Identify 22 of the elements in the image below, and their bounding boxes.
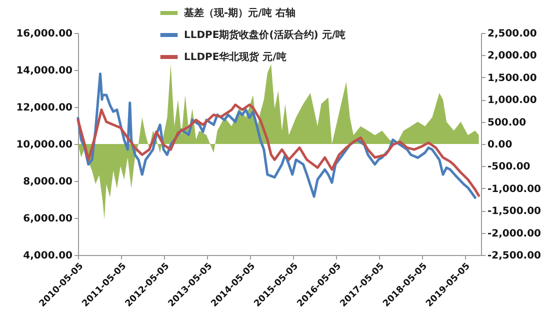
y-tick-label: 12,000.00 bbox=[16, 102, 73, 114]
y-tick-label: 10,000.00 bbox=[16, 140, 73, 150]
y2-tick-label: -2,000.00 bbox=[488, 228, 542, 240]
y-tick-label: 16,000.00 bbox=[16, 28, 73, 40]
y2-tick-label: 500.00 bbox=[488, 117, 526, 128]
y-tick-label: 14,000.00 bbox=[16, 66, 73, 76]
y2-tick-label: 1,000.00 bbox=[488, 95, 537, 106]
y2-tick-label: -2,500.00 bbox=[488, 250, 542, 262]
y2-tick-label: -1,000.00 bbox=[488, 184, 542, 195]
y2-tick-label: 2,000.00 bbox=[488, 50, 537, 62]
y2-tick-label: 0.00 bbox=[488, 140, 512, 150]
y2-tick-label: 1,500.00 bbox=[488, 72, 537, 84]
y-tick-label: 4,000.00 bbox=[23, 250, 73, 262]
y-tick-label: 6,000.00 bbox=[23, 214, 73, 224]
y-tick-label: 8,000.00 bbox=[23, 176, 73, 188]
y2-tick-label: 2,500.00 bbox=[488, 28, 537, 40]
legend-label: LLDPE华北现货 元/吨 bbox=[184, 51, 286, 63]
y2-tick-label: -1,500.00 bbox=[488, 206, 542, 218]
legend-label: 基差（现-期）元/吨 右轴 bbox=[183, 7, 296, 19]
y2-tick-label: -500.00 bbox=[488, 162, 530, 173]
legend-label: LLDPE期货收盘价(活跃合约) 元/吨 bbox=[184, 29, 346, 41]
line-series bbox=[76, 104, 480, 197]
